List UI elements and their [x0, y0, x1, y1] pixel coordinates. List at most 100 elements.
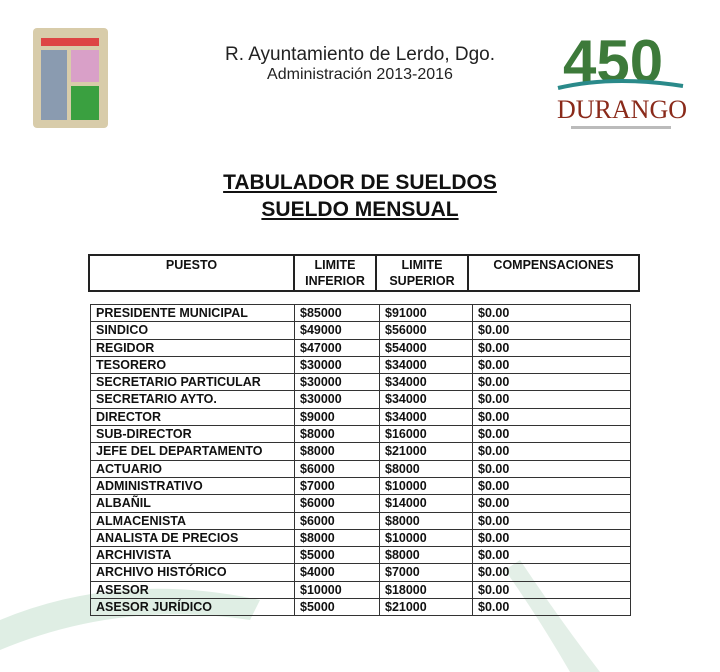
limite-superior-cell: $34000 [379, 390, 473, 409]
limite-superior-cell: $34000 [379, 407, 473, 427]
compensaciones-cell: $0.00 [472, 373, 631, 392]
limite-inferior-cell: $7000 [294, 476, 380, 496]
table-row: ACTUARIO $6000 $8000 $0.00 [90, 459, 631, 478]
puesto-cell: SECRETARIO PARTICULAR [90, 373, 295, 392]
table-row: ADMINISTRATIVO $7000 $10000 $0.00 [90, 476, 631, 496]
svg-text:DURANGO: DURANGO [557, 95, 687, 124]
table-row: TESORERO $30000 $34000 $0.00 [90, 355, 631, 375]
puesto-cell: ASESOR [90, 580, 295, 600]
compensaciones-cell: $0.00 [472, 580, 631, 600]
table-row: SUB-DIRECTOR $8000 $16000 $0.00 [90, 425, 631, 444]
table-row: ASESOR JURÍDICO $5000 $21000 $0.00 [90, 598, 631, 617]
puesto-cell: SINDICO [90, 321, 295, 340]
puesto-cell: PRESIDENTE MUNICIPAL [90, 303, 295, 323]
limite-inferior-cell: $47000 [294, 338, 380, 357]
limite-inferior-cell: $6000 [294, 494, 380, 513]
salary-table: PRESIDENTE MUNICIPAL $85000 $91000 $0.00 SIN… [90, 303, 631, 617]
compensaciones-cell: $0.00 [472, 511, 631, 530]
puesto-cell: JEFE DEL DEPARTAMENTO [90, 442, 295, 461]
table-row: ANALISTA DE PRECIOS $8000 $10000 $0.00 [90, 528, 631, 548]
column-header-limite-superior: LIMITE SUPERIOR [375, 254, 469, 292]
limite-superior-cell: $21000 [379, 442, 473, 461]
table-header: PUESTO LIMITE INFERIOR LIMITE SUPERIOR C… [88, 254, 640, 292]
limite-inferior-cell: $30000 [294, 355, 380, 375]
table-row: SECRETARIO PARTICULAR $30000 $34000 $0.00 [90, 373, 631, 392]
limite-superior-cell: $18000 [379, 580, 473, 600]
limite-inferior-cell: $30000 [294, 390, 380, 409]
compensaciones-cell: $0.00 [472, 598, 631, 617]
table-row: DIRECTOR $9000 $34000 $0.00 [90, 407, 631, 427]
limite-inferior-cell: $30000 [294, 373, 380, 392]
compensaciones-cell: $0.00 [472, 407, 631, 427]
compensaciones-cell: $0.00 [472, 459, 631, 478]
compensaciones-cell: $0.00 [472, 494, 631, 513]
limite-superior-cell: $8000 [379, 546, 473, 565]
puesto-cell: SECRETARIO AYTO. [90, 390, 295, 409]
limite-superior-cell: $10000 [379, 476, 473, 496]
limite-superior-cell: $34000 [379, 355, 473, 375]
limite-inferior-cell: $5000 [294, 598, 380, 617]
compensaciones-cell: $0.00 [472, 442, 631, 461]
column-header-compensaciones: COMPENSACIONES [467, 254, 640, 292]
table-row: JEFE DEL DEPARTAMENTO $8000 $21000 $0.00 [90, 442, 631, 461]
limite-inferior-cell: $10000 [294, 580, 380, 600]
limite-superior-cell: $91000 [379, 303, 473, 323]
limite-superior-cell: $54000 [379, 338, 473, 357]
header-administration: Administración 2013-2016 [267, 66, 453, 83]
limite-inferior-cell: $6000 [294, 511, 380, 530]
compensaciones-cell: $0.00 [472, 528, 631, 548]
limite-inferior-cell: $6000 [294, 459, 380, 478]
document-title: TABULADOR DE SUELDOS [223, 171, 497, 194]
puesto-cell: ASESOR JURÍDICO [90, 598, 295, 617]
table-row: ALBAÑIL $6000 $14000 $0.00 [90, 494, 631, 513]
limite-inferior-cell: $8000 [294, 425, 380, 444]
column-header-limite-inferior: LIMITE INFERIOR [293, 254, 377, 292]
puesto-cell: ARCHIVISTA [90, 546, 295, 565]
puesto-cell: DIRECTOR [90, 407, 295, 427]
puesto-cell: TESORERO [90, 355, 295, 375]
header-municipality: R. Ayuntamiento de Lerdo, Dgo. [224, 44, 496, 65]
limite-inferior-cell: $9000 [294, 407, 380, 427]
table-row: ALMACENISTA $6000 $8000 $0.00 [90, 511, 631, 530]
limite-inferior-cell: $49000 [294, 321, 380, 340]
limite-inferior-cell: $8000 [294, 528, 380, 548]
puesto-cell: REGIDOR [90, 338, 295, 357]
puesto-cell: ALMACENISTA [90, 511, 295, 530]
limite-superior-cell: $56000 [379, 321, 473, 340]
compensaciones-cell: $0.00 [472, 476, 631, 496]
document-subtitle: SUELDO MENSUAL [261, 198, 459, 221]
table-row: ARCHIVO HISTÓRICO $4000 $7000 $0.00 [90, 563, 631, 582]
limite-inferior-cell: $5000 [294, 546, 380, 565]
table-row: SINDICO $49000 $56000 $0.00 [90, 321, 631, 340]
compensaciones-cell: $0.00 [472, 546, 631, 565]
limite-superior-cell: $21000 [379, 598, 473, 617]
column-header-puesto: PUESTO [88, 254, 295, 292]
puesto-cell: SUB-DIRECTOR [90, 425, 295, 444]
compensaciones-cell: $0.00 [472, 321, 631, 340]
limite-superior-cell: $10000 [379, 528, 473, 548]
table-row: PRESIDENTE MUNICIPAL $85000 $91000 $0.00 [90, 303, 631, 323]
compensaciones-cell: $0.00 [472, 355, 631, 375]
puesto-cell: ANALISTA DE PRECIOS [90, 528, 295, 548]
table-row: REGIDOR $47000 $54000 $0.00 [90, 338, 631, 357]
puesto-cell: ACTUARIO [90, 459, 295, 478]
compensaciones-cell: $0.00 [472, 425, 631, 444]
limite-superior-cell: $7000 [379, 563, 473, 582]
table-row: ASESOR $10000 $18000 $0.00 [90, 580, 631, 600]
compensaciones-cell: $0.00 [472, 338, 631, 357]
limite-inferior-cell: $85000 [294, 303, 380, 323]
puesto-cell: ARCHIVO HISTÓRICO [90, 563, 295, 582]
durango-450-logo: 450 DURANGO [557, 28, 687, 129]
table-row: SECRETARIO AYTO. $30000 $34000 $0.00 [90, 390, 631, 409]
compensaciones-cell: $0.00 [472, 303, 631, 323]
limite-superior-cell: $8000 [379, 511, 473, 530]
limite-superior-cell: $8000 [379, 459, 473, 478]
limite-inferior-cell: $4000 [294, 563, 380, 582]
puesto-cell: ADMINISTRATIVO [90, 476, 295, 496]
limite-superior-cell: $16000 [379, 425, 473, 444]
compensaciones-cell: $0.00 [472, 563, 631, 582]
limite-superior-cell: $34000 [379, 373, 473, 392]
limite-inferior-cell: $8000 [294, 442, 380, 461]
lerdo-coat-of-arms-logo [33, 28, 108, 128]
